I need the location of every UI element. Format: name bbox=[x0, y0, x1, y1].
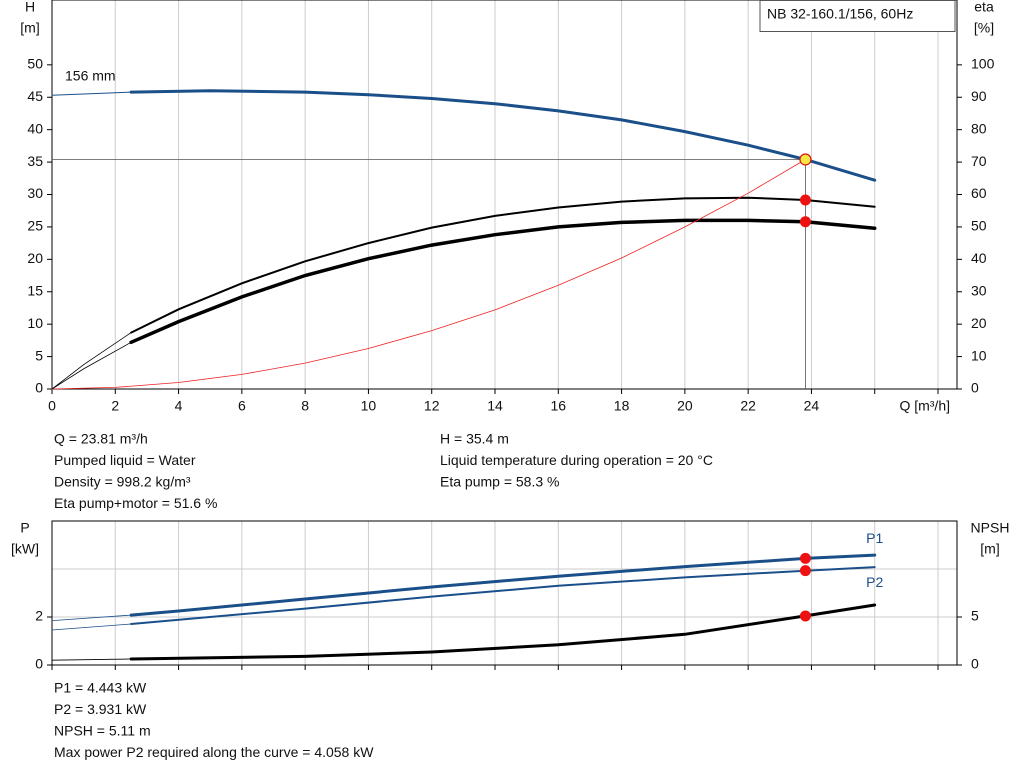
y-tick-label: 15 bbox=[27, 282, 43, 298]
x-tick-label: 0 bbox=[48, 398, 56, 414]
y2-tick-label: 50 bbox=[971, 218, 987, 234]
y2-axis-label: [m] bbox=[980, 541, 999, 557]
info-text: Eta pump = 58.3 % bbox=[440, 474, 559, 490]
curve bbox=[129, 553, 877, 617]
info-text: Q = 23.81 m³/h bbox=[54, 431, 148, 447]
x-tick-label: 14 bbox=[487, 398, 503, 414]
y2-tick-label: 5 bbox=[971, 608, 979, 624]
x-axis-label: Q [m³/h] bbox=[899, 398, 950, 414]
title-box bbox=[759, 0, 956, 32]
curve bbox=[51, 623, 132, 631]
y-tick-label: 0 bbox=[35, 380, 43, 396]
curve bbox=[51, 614, 132, 621]
info-text: H = 35.4 m bbox=[440, 431, 509, 447]
x-tick-label: 8 bbox=[301, 398, 309, 414]
y-tick-label: 45 bbox=[27, 88, 43, 104]
y2-tick-label: 80 bbox=[971, 120, 987, 136]
legend-label: P1 bbox=[866, 530, 883, 546]
y-tick-label: 40 bbox=[27, 120, 43, 136]
curve bbox=[130, 566, 876, 625]
y2-tick-label: 0 bbox=[971, 656, 979, 672]
x-tick-label: 22 bbox=[740, 398, 756, 414]
curve-label: 156 mm bbox=[65, 68, 116, 84]
info-text: Eta pump+motor = 51.6 % bbox=[54, 495, 217, 511]
y2-tick-label: 30 bbox=[971, 282, 987, 298]
y-tick-label: 35 bbox=[27, 153, 43, 169]
y-tick-label: 2 bbox=[35, 608, 43, 624]
x-tick-label: 24 bbox=[804, 398, 820, 414]
operating-point bbox=[799, 153, 812, 166]
y2-tick-label: 90 bbox=[971, 88, 987, 104]
operating-point bbox=[799, 194, 811, 206]
y2-tick-label: 0 bbox=[971, 380, 979, 396]
info-text: P1 = 4.443 kW bbox=[54, 680, 147, 696]
info-text: Liquid temperature during operation = 20… bbox=[440, 452, 713, 468]
y-axis-label: [kW] bbox=[11, 541, 39, 557]
info-text: P2 = 3.931 kW bbox=[54, 701, 147, 717]
x-tick-label: 6 bbox=[238, 398, 246, 414]
y-tick-label: 30 bbox=[27, 185, 43, 201]
plot-frame bbox=[51, 520, 958, 666]
y-axis-label: P bbox=[20, 520, 29, 536]
curve bbox=[51, 341, 132, 390]
curve bbox=[129, 603, 877, 661]
x-tick-label: 4 bbox=[175, 398, 183, 414]
y-axis-label: [m] bbox=[20, 20, 39, 36]
operating-point bbox=[799, 552, 811, 564]
y-tick-label: 10 bbox=[27, 315, 43, 331]
y2-tick-label: 70 bbox=[971, 153, 987, 169]
curve bbox=[129, 218, 877, 345]
x-tick-label: 12 bbox=[424, 398, 440, 414]
x-tick-label: 20 bbox=[677, 398, 693, 414]
curve bbox=[51, 332, 132, 390]
plot-frame bbox=[51, 0, 958, 390]
info-text: NPSH = 5.11 m bbox=[54, 723, 151, 739]
info-text: Pumped liquid = Water bbox=[54, 452, 196, 468]
y2-axis-label: NPSH bbox=[971, 520, 1010, 536]
curve bbox=[51, 658, 132, 661]
y2-tick-label: 10 bbox=[971, 347, 987, 363]
curve bbox=[129, 89, 877, 182]
curve bbox=[51, 159, 806, 390]
y-tick-label: 0 bbox=[35, 656, 43, 672]
info-text: Max power P2 required along the curve = … bbox=[54, 744, 374, 760]
legend-label: P2 bbox=[866, 574, 883, 590]
y-tick-label: 5 bbox=[35, 347, 43, 363]
y2-tick-label: 100 bbox=[971, 56, 995, 72]
chart-title: NB 32-160.1/156, 60Hz bbox=[767, 6, 913, 22]
operating-point bbox=[799, 610, 811, 622]
operating-point bbox=[799, 565, 811, 577]
y2-tick-label: 40 bbox=[971, 250, 987, 266]
y-tick-label: 50 bbox=[27, 56, 43, 72]
x-tick-label: 10 bbox=[361, 398, 377, 414]
y2-axis-label: [%] bbox=[974, 20, 994, 36]
y-tick-label: 20 bbox=[27, 250, 43, 266]
y2-axis-label: eta bbox=[974, 0, 994, 15]
curve bbox=[51, 91, 132, 96]
y-axis-label: H bbox=[25, 0, 35, 15]
operating-point bbox=[799, 216, 811, 228]
y2-tick-label: 20 bbox=[971, 315, 987, 331]
y-tick-label: 25 bbox=[27, 218, 43, 234]
curve bbox=[130, 196, 876, 334]
x-tick-label: 2 bbox=[111, 398, 119, 414]
x-tick-label: 18 bbox=[614, 398, 630, 414]
x-tick-label: 16 bbox=[551, 398, 567, 414]
y2-tick-label: 60 bbox=[971, 185, 987, 201]
info-text: Density = 998.2 kg/m³ bbox=[54, 474, 191, 490]
